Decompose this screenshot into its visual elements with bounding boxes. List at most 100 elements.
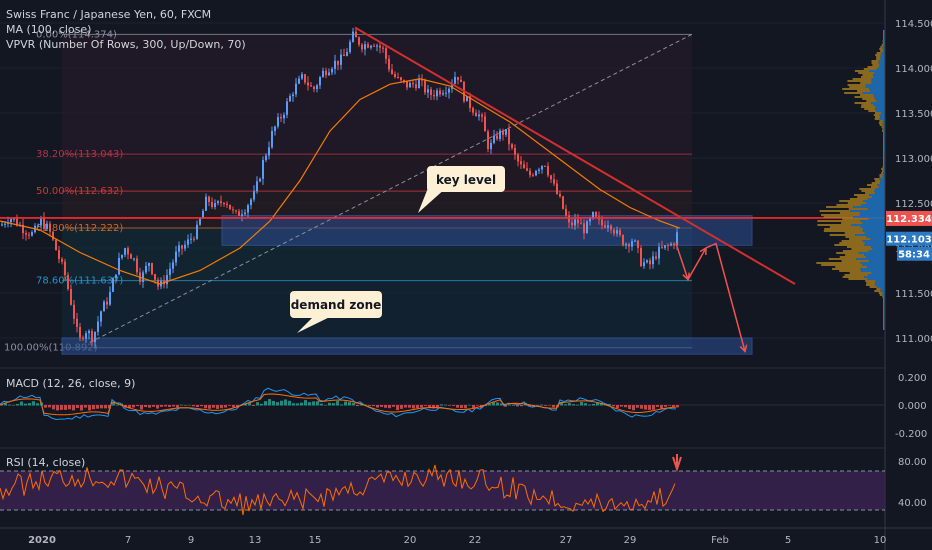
key-level-callout[interactable]: key level: [418, 166, 505, 213]
macd-histogram-bar: [56, 405, 59, 411]
volume-bar-up: [870, 186, 879, 188]
macd-histogram-bar: [356, 405, 359, 407]
volume-bar-up: [882, 296, 885, 298]
volume-bar-up: [842, 218, 869, 220]
candle-body: [64, 261, 66, 276]
candle-body: [646, 260, 648, 263]
vpvr-legend[interactable]: VPVR (Number Of Rows, 300, Up/Down, 70): [6, 38, 246, 51]
volume-bar-down: [860, 212, 885, 214]
candle-body: [514, 147, 516, 155]
candle-body: [121, 254, 123, 258]
volume-bar-down: [864, 244, 885, 246]
volume-bar-up: [862, 74, 874, 76]
candle-body: [85, 333, 87, 339]
candle-body: [376, 45, 378, 47]
volume-bar-up: [883, 146, 885, 148]
candle-body: [100, 311, 102, 322]
volume-bar-down: [876, 100, 885, 102]
volume-bar-down: [873, 104, 885, 106]
candle-body: [271, 131, 273, 148]
volume-bar-up: [883, 300, 885, 302]
volume-bar-down: [860, 262, 885, 264]
candle-body: [322, 70, 324, 78]
volume-bar-up: [883, 304, 885, 306]
volume-bar-up: [839, 212, 861, 214]
candle-body: [274, 126, 276, 132]
candle-body: [94, 331, 96, 343]
candle-body: [148, 263, 150, 266]
candle-body: [298, 78, 300, 84]
time-axis[interactable]: 2020 7 9 13 15 20 22 27 29 Feb 5 10: [28, 535, 886, 546]
volume-bar-up: [883, 312, 885, 314]
macd-histogram-bar: [332, 403, 335, 406]
volume-bar-up: [819, 210, 851, 212]
volume-bar-down: [871, 82, 885, 84]
volume-bar-up: [857, 90, 871, 92]
volume-bar-up: [839, 256, 867, 258]
candle-body: [316, 85, 318, 90]
volume-bar-up: [862, 98, 876, 100]
fib-level-label: 38.20%(113.043): [36, 149, 123, 160]
descending-trendline[interactable]: [354, 26, 796, 285]
rsi-legend[interactable]: RSI (14, close): [6, 456, 85, 469]
fib-level-label: 61.80%(112.222): [36, 223, 123, 234]
volume-bar-down: [874, 284, 885, 286]
volume-bar-down: [862, 92, 885, 94]
candle-body: [364, 44, 366, 50]
candle-body: [619, 230, 621, 236]
candle-body: [325, 70, 327, 76]
ma-legend[interactable]: MA (100, close): [6, 23, 91, 36]
volume-bar-down: [883, 172, 885, 174]
candle-body: [430, 89, 432, 96]
dashed-trendline[interactable]: [89, 33, 693, 343]
volume-bar-up: [857, 196, 873, 198]
candle-body: [418, 79, 420, 89]
projection-path[interactable]: [675, 242, 748, 354]
candle-body: [535, 170, 537, 176]
volume-bar-up: [848, 208, 869, 210]
volume-bar-down: [883, 128, 885, 130]
down-arrow-icon: [672, 454, 682, 473]
macd-histogram-bar: [632, 405, 635, 411]
candle-body: [550, 175, 552, 180]
volume-bar-down: [871, 272, 885, 274]
volume-bar-down: [860, 268, 885, 270]
volume-bar-down: [873, 74, 885, 76]
macd-legend[interactable]: MACD (12, 26, close, 9): [6, 377, 135, 390]
volume-bar-up: [880, 46, 883, 48]
candle-body: [631, 241, 633, 247]
volume-bar-down: [882, 50, 885, 52]
volume-bar-down: [868, 70, 885, 72]
volume-bar-down: [850, 210, 885, 212]
macd-histogram-bar: [348, 402, 351, 406]
volume-bar-up: [824, 228, 864, 230]
macd-histogram-bar: [368, 405, 371, 406]
symbol-title[interactable]: Swiss Franc / Japanese Yen, 60, FXCM: [6, 8, 211, 21]
candle-body: [244, 212, 246, 215]
volume-bar-down: [873, 94, 885, 96]
candle-body: [67, 275, 69, 290]
volume-bar-down: [864, 232, 885, 234]
volume-bar-down: [872, 248, 885, 250]
candle-body: [676, 232, 678, 246]
price-axis[interactable]: [885, 0, 932, 550]
volume-bar-down: [860, 226, 885, 228]
volume-bar-down: [882, 120, 885, 122]
volume-bar-up: [844, 92, 863, 94]
candle-body: [43, 218, 45, 229]
macd-histogram-bar: [572, 404, 575, 406]
volume-bar-up: [846, 246, 872, 248]
volume-bar-down: [871, 78, 885, 80]
volume-bar-up: [883, 144, 885, 146]
candle-body: [97, 321, 99, 332]
demand-zone-callout[interactable]: demand zone: [290, 291, 382, 333]
candle-body: [310, 85, 312, 87]
volume-bar-down: [874, 72, 885, 74]
candle-body: [220, 201, 222, 203]
volume-bar-down: [862, 240, 885, 242]
macd-histogram-bar: [540, 404, 543, 406]
rsi-band: [0, 471, 885, 510]
macd-histogram-bar: [468, 404, 471, 406]
macd-histogram-bar: [476, 405, 479, 406]
